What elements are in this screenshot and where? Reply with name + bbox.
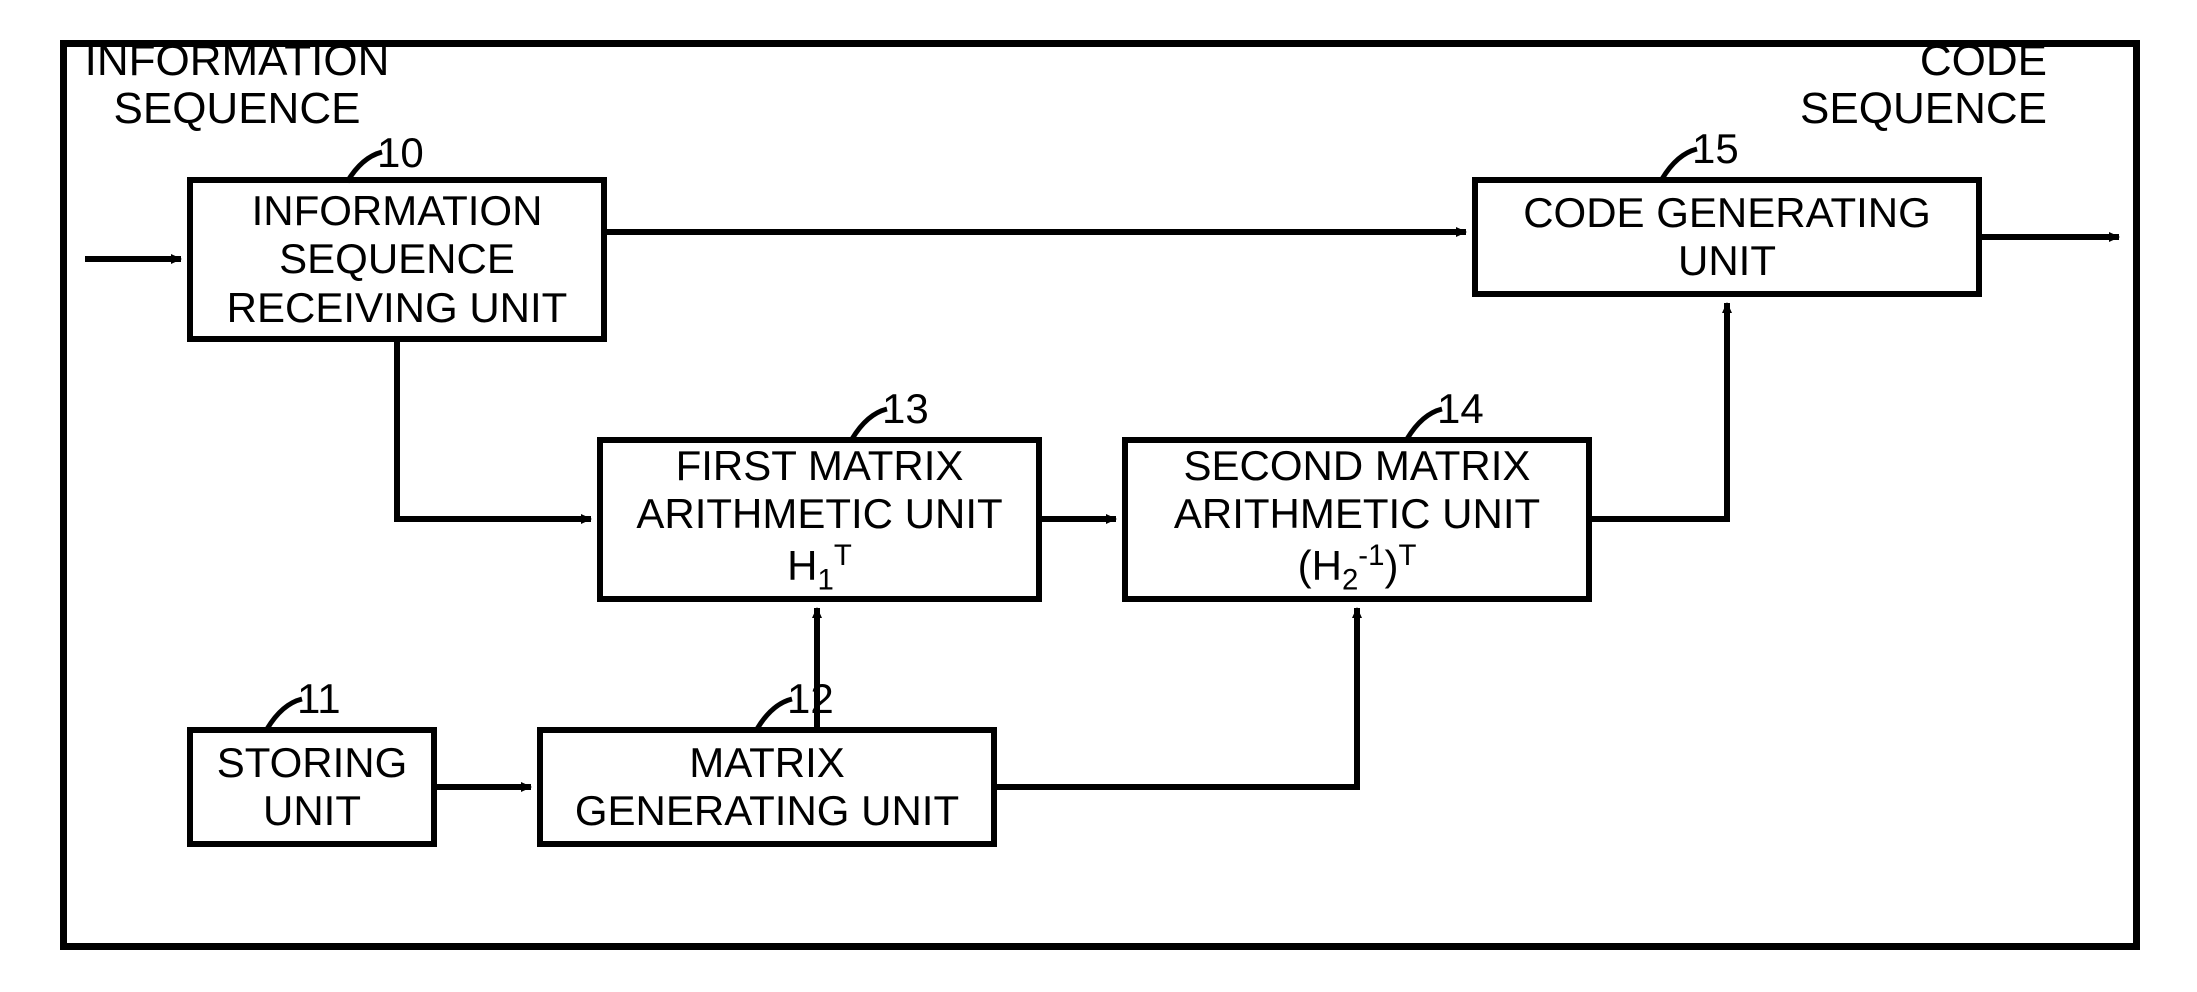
edge-12-to-14 [997,608,1357,787]
edge-10-to-13 [397,342,591,519]
diagram-frame: INFORMATIONSEQUENCE CODESEQUENCE INFORMA… [60,40,2140,950]
arrows [67,47,2147,947]
edge-14-to-15 [1592,303,1727,519]
